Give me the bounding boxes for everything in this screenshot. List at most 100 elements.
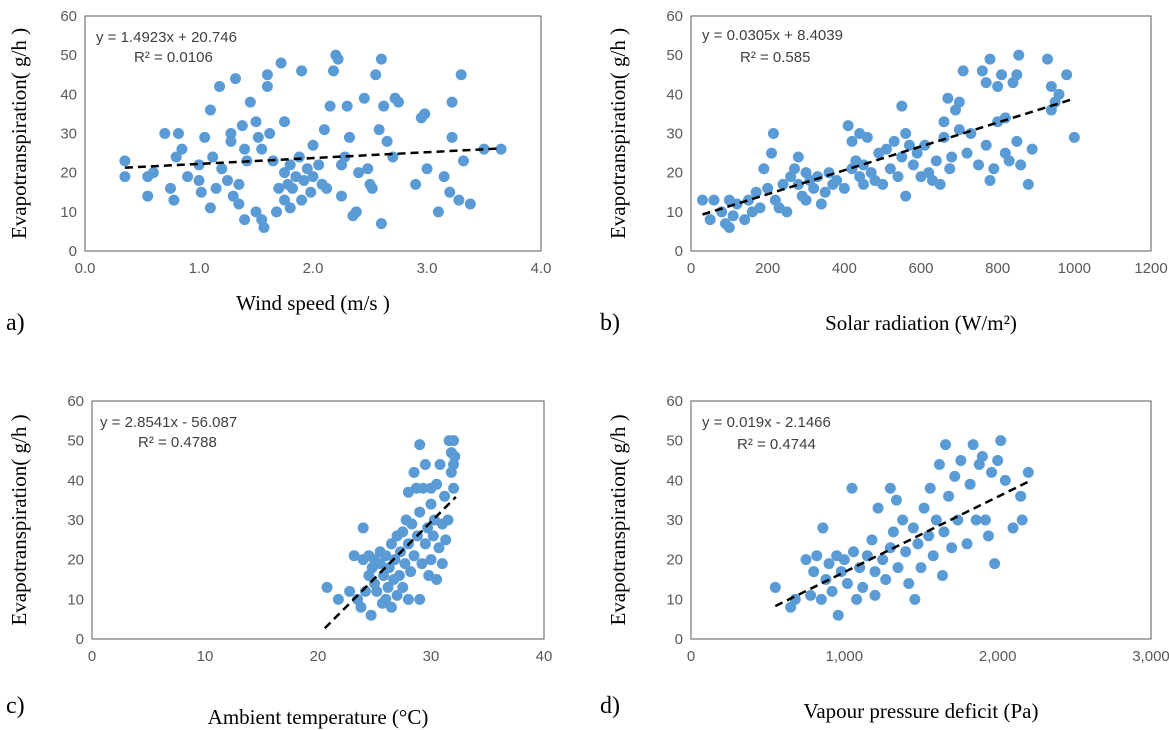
data-point — [172, 128, 184, 139]
data-point — [800, 554, 812, 566]
data-point — [811, 550, 823, 562]
data-point — [1053, 88, 1065, 100]
y-tick-label: 60 — [67, 393, 84, 410]
data-point — [872, 502, 884, 514]
data-point — [1007, 522, 1019, 534]
data-point — [1026, 143, 1038, 155]
data-point — [252, 131, 264, 143]
data-point — [1045, 81, 1057, 92]
data-point — [119, 171, 131, 183]
data-point — [887, 526, 899, 538]
data-point — [697, 194, 708, 206]
data-point — [264, 128, 276, 139]
data-point — [408, 550, 420, 562]
data-point — [305, 186, 317, 198]
data-point — [1013, 49, 1025, 61]
y-tick-label: 50 — [666, 47, 683, 64]
data-point — [357, 522, 369, 534]
data-point — [989, 558, 1001, 570]
data-point — [279, 167, 290, 179]
data-point — [1022, 178, 1034, 190]
data-point — [918, 502, 930, 514]
data-point — [792, 151, 804, 163]
data-point — [940, 439, 952, 451]
data-point — [170, 151, 182, 163]
x-tick-label: 1000 — [1058, 260, 1091, 277]
data-point — [193, 159, 205, 171]
x-tick-label: 0 — [687, 260, 695, 277]
x-tick-label: 200 — [755, 260, 780, 277]
data-point — [769, 581, 781, 593]
data-point — [800, 194, 812, 206]
data-point — [1068, 131, 1080, 143]
y-tick-label: 10 — [60, 204, 77, 221]
data-point — [1015, 490, 1027, 502]
data-point — [877, 178, 889, 190]
data-point — [393, 570, 405, 582]
data-point — [261, 69, 273, 81]
x-tick-label: 2,000 — [979, 648, 1017, 665]
data-point — [397, 526, 409, 538]
data-point — [919, 139, 931, 151]
panel-letter: a) — [6, 310, 25, 336]
data-point — [907, 159, 919, 171]
data-point — [457, 155, 469, 167]
data-point — [478, 143, 490, 155]
data-point — [307, 171, 319, 183]
data-point — [973, 159, 984, 171]
data-point — [911, 147, 923, 159]
data-point — [988, 163, 1000, 175]
data-point — [261, 81, 273, 92]
data-point — [406, 518, 418, 530]
x-tick-label: 0 — [687, 648, 695, 665]
data-point — [279, 194, 290, 206]
trendline-equation: y = 1.4923x + 20.746 — [96, 29, 237, 46]
data-point — [147, 167, 159, 179]
y-tick-label: 40 — [666, 86, 683, 103]
data-point — [965, 128, 977, 139]
panel-letter: d) — [600, 693, 620, 719]
y-tick-label: 60 — [666, 8, 683, 25]
data-point — [425, 554, 437, 566]
data-point — [909, 593, 921, 605]
data-point — [436, 558, 448, 570]
data-point — [393, 96, 404, 108]
y-axis-label: Evapotranspiration( g/h ) — [7, 28, 31, 239]
r-squared-label: R² = 0.0106 — [134, 49, 213, 66]
data-point — [210, 182, 222, 194]
data-point — [808, 566, 820, 578]
data-point — [890, 494, 902, 506]
data-point — [1016, 514, 1028, 526]
y-axis-label: Evapotranspiration( g/h ) — [606, 414, 630, 625]
data-point — [743, 194, 754, 206]
data-point — [942, 92, 954, 104]
chart-panel-d: 0 10 20 30 40 50 60 0 1,000 2,000 3,000 y = 0.019x … — [600, 393, 1169, 723]
data-point — [355, 601, 367, 613]
data-point — [884, 482, 896, 494]
data-point — [214, 81, 226, 92]
data-point — [250, 116, 262, 128]
data-point — [984, 53, 996, 65]
data-point — [986, 466, 998, 478]
data-point — [846, 482, 858, 494]
data-point — [861, 131, 873, 143]
y-tick-label: 40 — [67, 472, 84, 489]
data-point — [343, 131, 355, 143]
data-point — [222, 175, 233, 186]
trendline-equation: y = 2.8541x - 56.087 — [100, 414, 237, 431]
data-point — [176, 143, 188, 155]
x-tick-label: 1,000 — [826, 648, 864, 665]
trendline — [774, 480, 1029, 608]
data-point — [888, 135, 900, 147]
data-point — [239, 143, 251, 155]
data-point — [961, 538, 973, 550]
data-point — [313, 159, 325, 171]
plot-area — [91, 400, 545, 640]
data-point — [446, 96, 458, 108]
x-tick-label: 30 — [423, 648, 440, 665]
data-point — [318, 124, 330, 136]
data-point — [165, 182, 176, 194]
data-point — [284, 159, 296, 171]
data-point — [949, 470, 961, 482]
data-point — [857, 581, 869, 593]
